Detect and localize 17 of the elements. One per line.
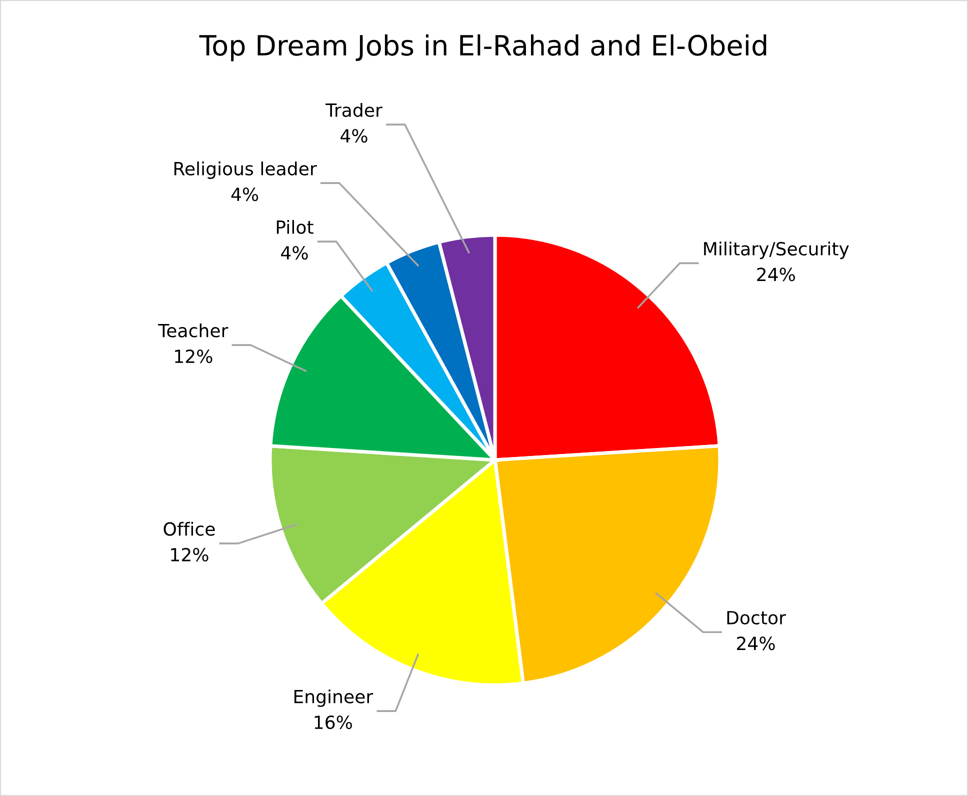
slice-label: Doctor	[727, 611, 786, 624]
data-label: 4%	[340, 129, 368, 143]
chart-title: Top Dream Jobs in El-Rahad and El-Obeid	[199, 34, 766, 62]
slice-label: Teacher	[158, 323, 228, 338]
slice-label: Trader	[326, 102, 382, 117]
data-label: 16%	[314, 715, 352, 730]
slice-label: Religious leader	[174, 161, 317, 179]
slice-label: Engineer	[294, 689, 374, 707]
slice-label: Pilot	[276, 220, 314, 234]
slice-label: Office	[164, 522, 215, 536]
data-label: 24%	[757, 268, 795, 282]
data-label: 12%	[175, 349, 212, 364]
data-label: 12%	[171, 548, 208, 562]
data-label: 4%	[281, 246, 308, 260]
slice-label: Military/Security	[704, 242, 849, 260]
data-label: 4%	[231, 188, 258, 202]
data-label: 24%	[737, 636, 775, 650]
